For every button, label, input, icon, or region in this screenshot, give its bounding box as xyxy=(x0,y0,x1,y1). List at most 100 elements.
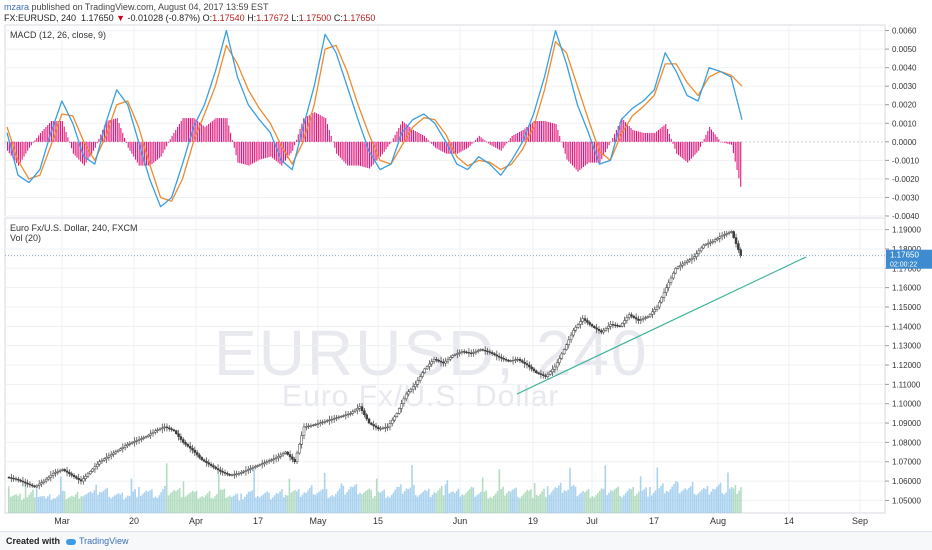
candle-body xyxy=(672,272,675,279)
price-tick-label: 1.10000 xyxy=(892,400,921,409)
tradingview-brand[interactable]: TradingView xyxy=(66,536,129,546)
volume-bar xyxy=(595,495,597,513)
candle-body xyxy=(161,427,164,430)
histogram-bar xyxy=(705,134,707,142)
candle-body xyxy=(223,472,227,474)
volume-bar xyxy=(188,493,190,513)
candle-body xyxy=(428,363,431,367)
histogram-bar xyxy=(204,126,206,142)
volume-bar xyxy=(427,488,430,513)
volume-bar xyxy=(502,486,504,513)
candle-body xyxy=(332,418,336,420)
price-tick-label: 1.07000 xyxy=(892,458,921,467)
volume-bar xyxy=(650,495,653,513)
histogram-bar xyxy=(721,141,723,143)
volume-bar xyxy=(539,493,542,513)
candle-body xyxy=(65,470,69,473)
histogram-bar xyxy=(288,141,290,156)
chart-canvas[interactable]: Mar 20 Apr 17 May 15 Jun 19 Jul 17 Aug 14 Sep 0.0060 0… xyxy=(0,0,932,531)
author-link[interactable]: mzara xyxy=(4,2,30,12)
histogram-bar xyxy=(562,141,564,148)
volume-bar xyxy=(528,490,530,513)
candle-body xyxy=(421,372,424,377)
volume-bar xyxy=(649,486,651,513)
volume-bar xyxy=(699,491,701,513)
histogram-bar xyxy=(72,141,74,154)
candle-body xyxy=(277,456,280,459)
volume-bar xyxy=(141,494,144,513)
volume-bar xyxy=(323,472,326,513)
volume-bar xyxy=(37,496,40,513)
volume-bar xyxy=(164,485,166,513)
candle-body xyxy=(669,277,673,284)
volume-bar xyxy=(591,496,594,513)
histogram-bar xyxy=(125,141,127,143)
histogram-bar xyxy=(603,141,605,156)
histogram-bar xyxy=(398,127,400,142)
volume-bar xyxy=(149,490,151,513)
candle-body xyxy=(365,414,368,420)
histogram-bar xyxy=(310,114,312,142)
candle-body xyxy=(502,357,506,360)
candle-body xyxy=(725,233,728,235)
published-text: published on TradingView.com, August 04,… xyxy=(31,2,269,12)
volume-bar xyxy=(684,488,686,513)
volume-bar xyxy=(219,489,222,513)
tradingview-logo-icon xyxy=(66,538,76,545)
volume-label[interactable]: Vol (20) xyxy=(10,233,42,243)
histogram-bar xyxy=(606,141,608,149)
volume-bar xyxy=(541,491,543,513)
candle-body xyxy=(184,442,187,445)
volume-bar xyxy=(266,491,268,513)
volume-bar xyxy=(145,490,148,513)
volume-bar xyxy=(121,492,123,513)
histogram-bar xyxy=(134,141,137,160)
histogram-bar xyxy=(460,141,462,152)
histogram-bar xyxy=(698,141,700,151)
symbol-line[interactable]: FX:EURUSD, 240 xyxy=(4,13,77,23)
histogram-bar xyxy=(690,141,692,159)
volume-bar xyxy=(128,496,131,513)
volume-bar xyxy=(73,496,75,513)
volume-bar xyxy=(461,494,464,513)
histogram-bar xyxy=(235,141,237,156)
candle-body xyxy=(351,411,355,414)
candle-body xyxy=(265,461,269,463)
volume-bar xyxy=(632,486,634,513)
volume-bar xyxy=(262,494,265,513)
macd-tick-label: 0.0010 xyxy=(892,119,917,128)
candle-body xyxy=(469,352,473,354)
macd-title[interactable]: MACD (12, 26, close, 9) xyxy=(10,30,107,40)
candle-body xyxy=(367,418,371,424)
price-tag-box xyxy=(886,249,932,269)
volume-bar xyxy=(279,491,281,513)
histogram-bar xyxy=(255,141,257,162)
candle-body xyxy=(730,231,733,233)
open-label: O: xyxy=(202,13,213,23)
histogram-bar xyxy=(118,123,120,142)
volume-bar xyxy=(552,489,555,513)
candle-body xyxy=(30,484,34,487)
x-tick-label: 15 xyxy=(373,516,383,526)
candle-body xyxy=(651,311,654,315)
histogram-bar xyxy=(337,141,340,156)
volume-bar xyxy=(400,484,402,513)
histogram-bar xyxy=(553,123,555,142)
volume-bar xyxy=(691,482,694,513)
candle-body xyxy=(130,442,134,444)
volume-bar xyxy=(65,499,68,513)
candle-body xyxy=(156,429,159,432)
candle-body xyxy=(706,242,710,245)
candle-body xyxy=(272,458,276,461)
histogram-bar xyxy=(634,130,636,142)
volume-bar xyxy=(678,493,681,513)
volume-bar xyxy=(556,487,558,513)
volume-bar xyxy=(667,491,670,513)
histogram-bar xyxy=(548,122,550,142)
histogram-bar xyxy=(114,118,116,142)
candle-body xyxy=(395,413,399,418)
price-pane-title[interactable]: Euro Fx/U.S. Dollar, 240, FXCM xyxy=(10,223,138,233)
x-tick-label: Aug xyxy=(710,516,726,526)
volume-bar xyxy=(680,491,683,513)
candle-body xyxy=(28,483,32,486)
